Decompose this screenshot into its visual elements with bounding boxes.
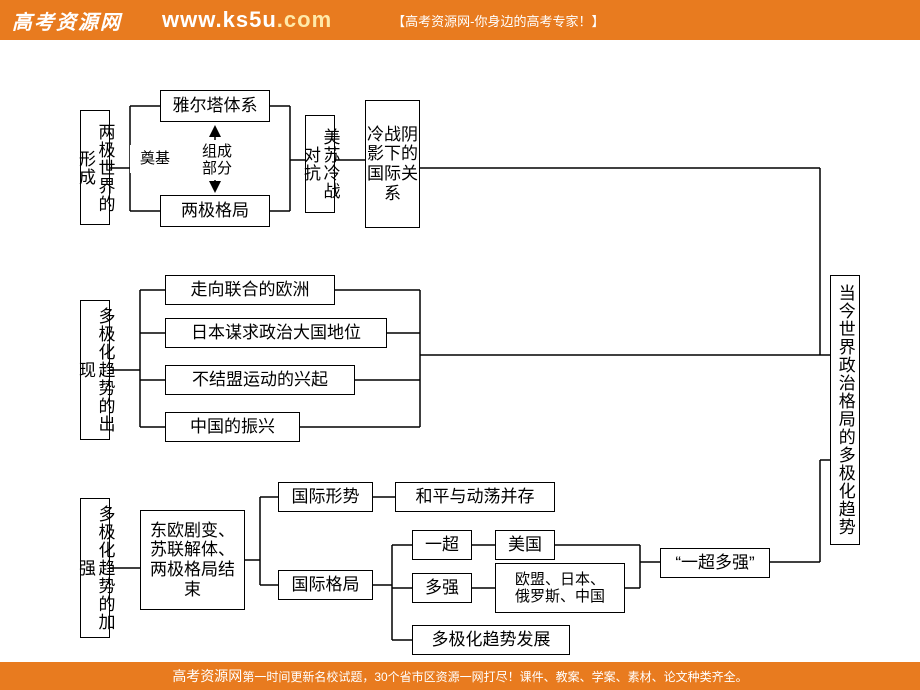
- node-n6: 美苏冷战对抗: [305, 115, 335, 213]
- diagram-canvas: 两极世界的形成 雅尔塔体系两极格局 奠基组成 部分 美苏冷战对抗冷战阴 影下的 国际关…: [0, 40, 920, 662]
- node-n10: 日本谋求政治大国地位: [165, 318, 387, 348]
- connector-lines: [0, 40, 920, 662]
- node-n21: 欧盟、日本、 俄罗斯、中国: [495, 563, 625, 613]
- footer-logo: 高考资源网: [172, 666, 242, 686]
- node-n4: 奠基: [130, 145, 180, 173]
- node-n18: 一超: [412, 530, 472, 560]
- node-n8: 多极化趋势的出现: [80, 300, 110, 440]
- node-n16: 和平与动荡并存: [395, 482, 555, 512]
- node-n5: 组成 部分: [197, 140, 237, 180]
- node-n3: 两极格局: [160, 195, 270, 227]
- node-n13: 多极化趋势的加强: [80, 498, 110, 638]
- node-n15: 国际形势: [278, 482, 373, 512]
- site-url: www.ks5u.com: [162, 7, 332, 33]
- site-tagline: 【高考资源网-你身边的高考专家！】: [392, 11, 604, 30]
- site-logo: 高考资源网: [12, 6, 122, 35]
- node-n24: 当今世界政治格局的多极化趋势: [830, 275, 860, 545]
- node-n22: 多极化趋势发展: [412, 625, 570, 655]
- node-n11: 不结盟运动的兴起: [165, 365, 355, 395]
- node-n19: 美国: [495, 530, 555, 560]
- node-n12: 中国的振兴: [165, 412, 300, 442]
- node-n14: 东欧剧变、 苏联解体、 两极格局结 束: [140, 510, 245, 610]
- node-n2: 雅尔塔体系: [160, 90, 270, 122]
- node-n23: “一超多强”: [660, 548, 770, 578]
- node-n17: 国际格局: [278, 570, 373, 600]
- footer-bar: 高考资源网 第一时间更新名校试题，30个省市区资源一网打尽！课件、教案、学案、素…: [0, 662, 920, 690]
- node-n20: 多强: [412, 573, 472, 603]
- node-n1: 两极世界的形成: [80, 110, 110, 225]
- node-n7: 冷战阴 影下的 国际关 系: [365, 100, 420, 228]
- footer-text: 第一时间更新名校试题，30个省市区资源一网打尽！课件、教案、学案、素材、论文种类…: [242, 668, 747, 685]
- node-n9: 走向联合的欧洲: [165, 275, 335, 305]
- header-bar: 高考资源网 www.ks5u.com 【高考资源网-你身边的高考专家！】: [0, 0, 920, 40]
